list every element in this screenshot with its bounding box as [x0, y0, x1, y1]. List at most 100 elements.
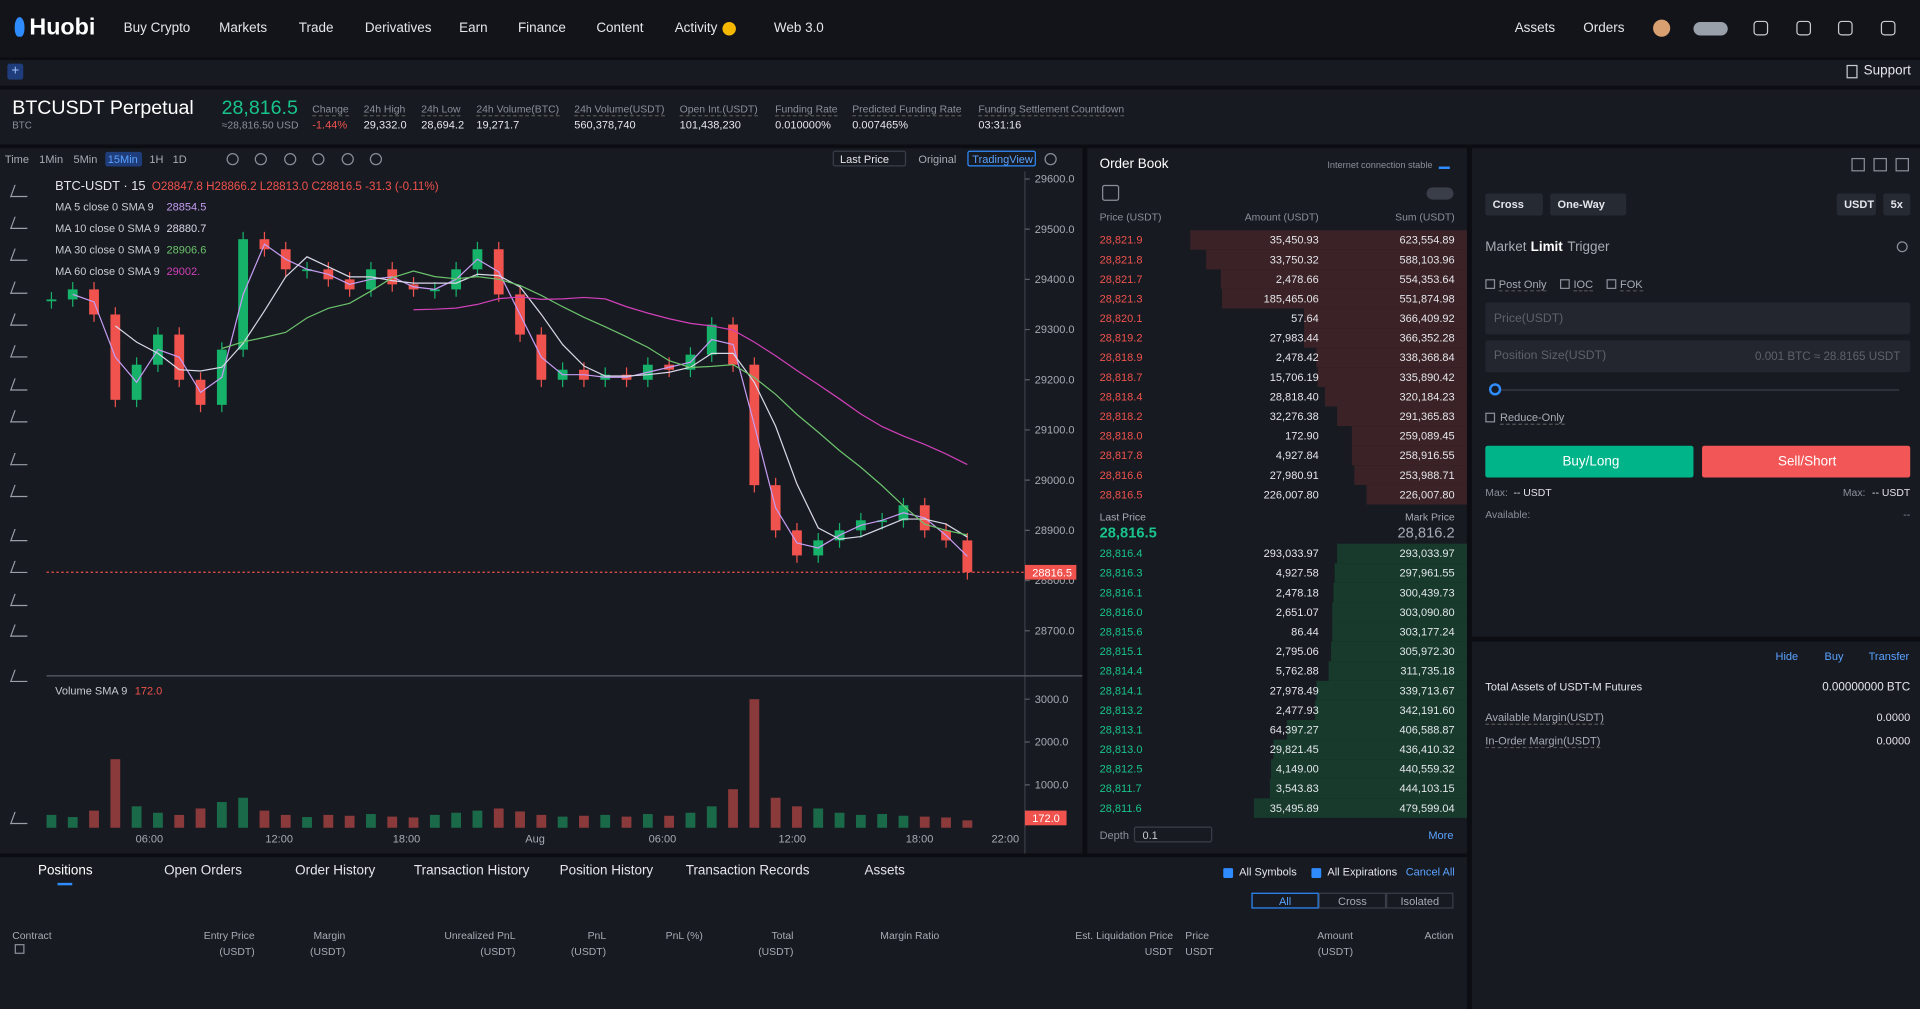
book-price[interactable]: 28,811.7 [1099, 782, 1142, 795]
depth-select[interactable] [1133, 826, 1213, 843]
book-price[interactable]: 28,813.2 [1099, 704, 1143, 717]
book-price[interactable]: 28,821.7 [1099, 273, 1143, 286]
position-mode-bg[interactable] [1550, 193, 1627, 216]
nav-item[interactable]: Activity [674, 20, 718, 36]
book-price[interactable]: 28,815.1 [1099, 645, 1143, 658]
interval[interactable]: 15Min [107, 153, 138, 166]
asset[interactable]: USDT [1844, 198, 1875, 211]
mode-button[interactable] [1251, 892, 1319, 909]
nav-item[interactable]: Content [596, 20, 644, 36]
tool-icon[interactable] [369, 153, 383, 166]
book-price[interactable]: 28,816.6 [1099, 468, 1143, 482]
nav-icon[interactable] [1753, 20, 1769, 36]
nav-icon[interactable] [1837, 20, 1853, 36]
avatar[interactable] [1653, 19, 1671, 37]
size-input[interactable] [1485, 340, 1911, 373]
sell-button[interactable] [1702, 445, 1911, 478]
leverage[interactable]: 5x [1890, 198, 1903, 211]
book-price[interactable]: 28,816.1 [1099, 586, 1143, 599]
checkbox-checked[interactable] [1223, 868, 1234, 878]
checkbox[interactable] [1606, 279, 1617, 289]
book-price[interactable]: 28,821.9 [1099, 233, 1143, 247]
nav-item[interactable]: Finance [517, 20, 566, 36]
order-type-tab[interactable]: Limit [1530, 240, 1563, 255]
tool-icon[interactable] [1044, 153, 1057, 166]
nav-item[interactable]: Orders [1583, 20, 1625, 36]
interval[interactable]: 1D [172, 153, 187, 166]
book-price[interactable]: 28,821.8 [1099, 253, 1143, 266]
switch[interactable] [1426, 187, 1454, 200]
book-price[interactable]: 28,818.0 [1099, 429, 1143, 443]
order-type-tab[interactable]: Trigger [1567, 240, 1610, 255]
nav-icon[interactable] [1796, 20, 1812, 36]
nav-item[interactable]: Earn [459, 20, 488, 36]
book-price[interactable]: 28,818.9 [1099, 351, 1143, 364]
order-type-tab[interactable]: Market [1485, 240, 1527, 255]
mode-label[interactable]: All [1278, 895, 1292, 908]
tool-icon[interactable] [312, 153, 325, 166]
tool-icon[interactable] [226, 153, 239, 166]
price-input[interactable] [1485, 302, 1911, 335]
interval[interactable]: 1H [149, 153, 164, 166]
book-price[interactable]: 28,818.7 [1099, 371, 1143, 384]
checkbox[interactable] [1485, 412, 1496, 423]
buy-button[interactable] [1485, 445, 1694, 478]
panel-icon[interactable] [1895, 157, 1909, 172]
tool-icon[interactable] [284, 153, 297, 166]
book-price[interactable]: 28,815.6 [1099, 625, 1143, 638]
mode-button[interactable] [1318, 892, 1387, 909]
nav-item[interactable]: Derivatives [364, 20, 432, 36]
interval[interactable]: 1Min [39, 153, 64, 166]
mode-label[interactable]: Isolated [1400, 895, 1440, 908]
book-price[interactable]: 28,813.0 [1099, 743, 1143, 756]
checkbox[interactable] [1485, 279, 1496, 289]
price-mode-select[interactable] [832, 150, 907, 167]
support-link[interactable]: Support [1863, 63, 1911, 79]
tool-icon[interactable] [254, 153, 267, 166]
book-price[interactable]: 28,813.1 [1099, 723, 1143, 736]
nav-item[interactable]: Trade [298, 20, 334, 36]
book-price[interactable]: 28,820.1 [1099, 312, 1143, 325]
book-price[interactable]: 28,816.3 [1099, 566, 1143, 580]
asset-bg[interactable] [1836, 193, 1876, 216]
positions-tab[interactable]: Order History [295, 863, 376, 878]
depth-value[interactable]: 0.1 [1142, 828, 1158, 842]
checkbox[interactable] [1560, 279, 1570, 289]
book-price[interactable]: 28,821.3 [1099, 292, 1143, 305]
nav-item[interactable]: Buy Crypto [123, 20, 191, 36]
view-option[interactable]: Original [918, 153, 957, 166]
checkbox-checked[interactable] [1311, 868, 1322, 878]
book-price[interactable]: 28,816.5 [1099, 488, 1143, 501]
theme-toggle[interactable] [1693, 22, 1728, 36]
positions-tab[interactable]: Position History [559, 863, 654, 878]
positions-tab[interactable]: Positions [37, 863, 93, 878]
edit-icon[interactable] [14, 944, 25, 954]
book-price[interactable]: 28,816.0 [1099, 606, 1143, 619]
panel-icon[interactable] [1851, 157, 1865, 172]
book-price[interactable]: 28,814.1 [1099, 684, 1143, 697]
book-price[interactable]: 28,818.4 [1099, 390, 1143, 403]
tool-icon[interactable] [341, 153, 354, 166]
book-price[interactable]: 28,811.6 [1099, 802, 1142, 815]
book-price[interactable]: 28,812.5 [1099, 762, 1143, 776]
slider-handle[interactable] [1488, 383, 1502, 396]
positions-tab[interactable]: Transaction Records [685, 863, 810, 878]
price-mode[interactable]: Last Price [840, 153, 890, 166]
cancel-all[interactable]: Cancel All [1405, 865, 1455, 878]
positions-tab[interactable]: Assets [864, 863, 905, 878]
asset-action[interactable]: Buy [1824, 650, 1844, 663]
book-price[interactable]: 28,819.2 [1099, 331, 1143, 345]
sell-label[interactable]: Sell/Short [1777, 454, 1837, 469]
positions-tab[interactable]: Open Orders [164, 863, 242, 878]
add-tab[interactable]: + [7, 63, 24, 80]
nav-item[interactable]: Assets [1514, 20, 1556, 36]
margin-mode[interactable]: Cross [1492, 198, 1524, 211]
layout-toggle[interactable] [1102, 184, 1120, 201]
positions-tab[interactable]: Transaction History [413, 863, 530, 878]
interval[interactable]: Time [4, 153, 29, 166]
position-mode[interactable]: One-Way [1557, 198, 1605, 211]
buy-label[interactable]: Buy/Long [1562, 454, 1620, 469]
book-price[interactable]: 28,818.2 [1099, 410, 1143, 423]
mode-button[interactable] [1386, 892, 1454, 909]
nav-icon[interactable] [1880, 20, 1896, 36]
